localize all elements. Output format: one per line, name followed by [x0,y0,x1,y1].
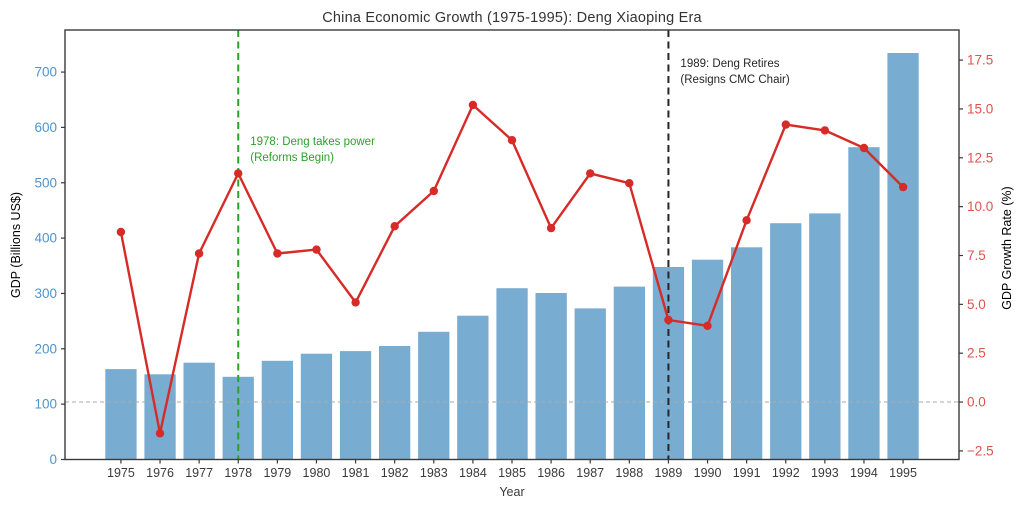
growth-point-1982 [390,222,399,231]
y-tick-label-right-0: 0.0 [967,395,986,410]
annotation-1978-deng-takes-power: 1978: Deng takes power (Reforms Begin) [250,135,375,166]
growth-point-1985 [507,136,517,145]
y-tick-label-left-600: 600 [34,120,57,135]
x-tick-label-1987: 1987 [576,466,604,480]
y-tick-label-right-10: 10.0 [967,199,993,214]
bar-1977 [183,362,215,460]
x-tick-label-1990: 1990 [694,466,722,480]
bar-1994 [848,147,880,460]
annotation-1989-deng-retires: 1989: Deng Retires (Resigns CMC Chair) [680,57,789,88]
x-tick-label-1988: 1988 [615,466,643,480]
growth-point-1989 [664,315,673,325]
bar-1995 [887,53,919,460]
chart-title: China Economic Growth (1975-1995): Deng … [322,10,702,26]
x-tick-label-1994: 1994 [850,466,878,480]
y-tick-label-right-5: 5.0 [967,297,986,312]
y-tick-label-left-0: 0 [49,452,57,467]
growth-point-1986 [546,223,556,233]
growth-point-1981 [351,298,360,307]
growth-point-1978 [234,169,243,178]
x-tick-label-1993: 1993 [811,466,839,480]
x-tick-label-1979: 1979 [263,466,291,480]
bar-1992 [770,223,802,460]
x-tick-label-1991: 1991 [733,466,761,480]
y-tick-label-left-500: 500 [34,175,57,190]
y-tick-label-right-15: 15.0 [967,101,993,116]
x-tick-label-1985: 1985 [498,466,526,480]
x-tick-label-1984: 1984 [459,466,487,480]
bar-1975 [105,369,137,460]
bar-1988 [613,286,645,460]
growth-point-1975 [116,227,126,237]
x-tick-label-1982: 1982 [381,466,409,480]
y-tick-label-right-12.5: 12.5 [967,150,993,165]
growth-point-1994 [859,143,869,153]
x-tick-label-1978: 1978 [224,466,252,480]
x-tick-label-1983: 1983 [420,466,448,480]
y-tick-label-right-2.5: 2.5 [967,346,986,361]
x-tick-label-1992: 1992 [772,466,800,480]
growth-point-1993 [820,126,830,135]
x-tick-label-1995: 1995 [889,466,917,480]
x-tick-label-1981: 1981 [342,466,370,480]
growth-point-1988 [625,179,634,188]
y-tick-label-right--2.5: −2.5 [967,443,994,458]
y-tick-label-left-200: 200 [34,341,57,356]
growth-point-1995 [898,182,908,192]
growth-point-1990 [703,321,712,330]
x-tick-label-1986: 1986 [537,466,565,480]
y-tick-label-left-100: 100 [34,397,57,412]
bar-1993 [809,213,841,460]
bar-1986 [535,293,567,460]
y-tick-label-right-17.5: 17.5 [967,53,993,68]
x-tick-label-1976: 1976 [146,466,174,480]
bar-1980 [300,353,333,460]
bar-1985 [496,288,528,460]
x-tick-label-1980: 1980 [303,466,331,480]
growth-point-1979 [273,249,282,258]
growth-point-1980 [312,245,321,254]
bar-1979 [261,360,293,460]
y-tick-label-left-300: 300 [34,286,57,301]
bar-1987 [574,308,606,460]
x-tick-label-1977: 1977 [185,466,213,480]
bar-1983 [418,331,450,460]
growth-point-1977 [194,249,204,258]
bar-1982 [379,346,411,460]
bar-1981 [339,351,372,460]
growth-point-1991 [742,216,751,225]
bar-1990 [691,259,724,460]
growth-point-1983 [429,186,438,196]
y-tick-label-left-700: 700 [34,65,57,80]
x-tick-label-1975: 1975 [107,466,135,480]
annotation-line: (Reforms Begin) [250,151,334,164]
bar-1984 [457,315,489,460]
growth-point-1992 [781,120,790,129]
y-tick-label-left-400: 400 [34,231,57,246]
x-tick-label-1989: 1989 [655,466,683,480]
x-axis-label: Year [499,485,525,499]
annotation-line: 1978: Deng takes power [250,136,375,148]
annotation-line: (Resigns CMC Chair) [680,73,790,86]
annotation-line: 1989: Deng Retires [680,58,780,70]
growth-point-1987 [586,169,595,178]
bar-1991 [731,247,763,460]
growth-point-1984 [468,100,478,110]
y-tick-label-right-7.5: 7.5 [967,248,986,263]
growth-point-1976 [155,429,165,438]
